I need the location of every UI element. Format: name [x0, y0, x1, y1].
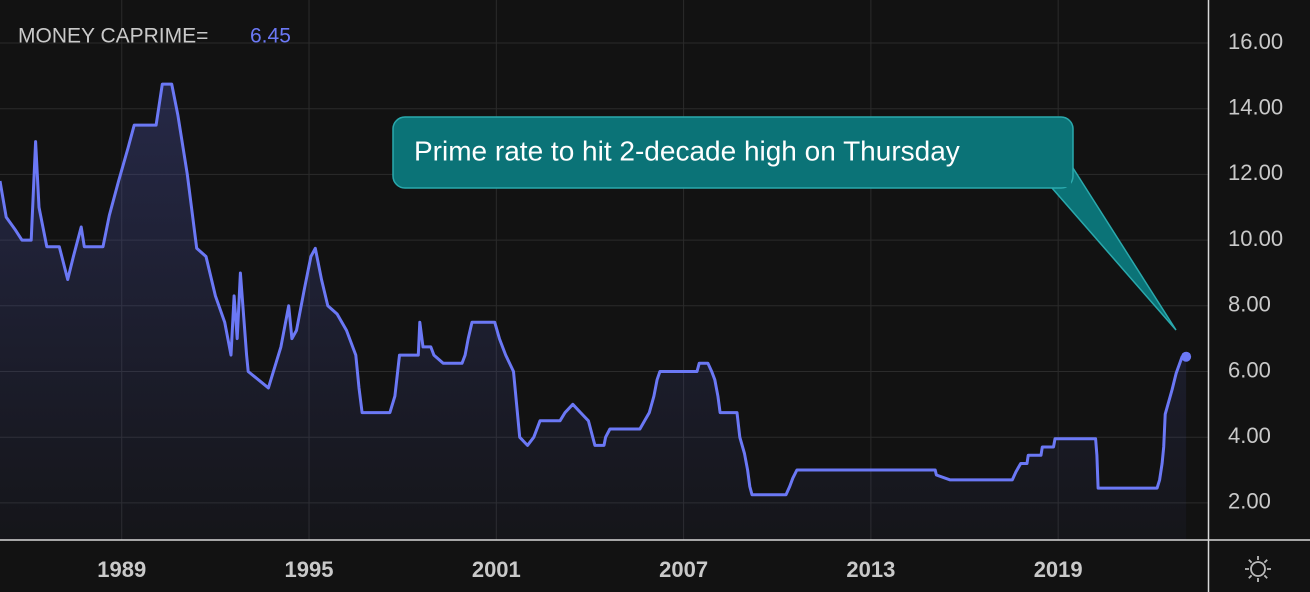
- ticks: 2.00 4.00 6.00 8.00 10.00 12.00 14.00 16.00 1989…: [97, 29, 1283, 582]
- y-tick-label: 4.00: [1228, 423, 1271, 448]
- icon-circle: [1250, 561, 1266, 577]
- y-tick-label: 14.00: [1228, 95, 1283, 120]
- x-tick-label: 2007: [659, 557, 708, 582]
- settings-icon[interactable]: [1245, 556, 1271, 582]
- area-fill: [0, 84, 1187, 540]
- annotation-text: Prime rate to hit 2-decade high on Thurs…: [414, 135, 960, 166]
- legend-name: MONEY CAPRIME=: [18, 25, 208, 48]
- y-tick-label: 10.00: [1228, 226, 1283, 251]
- icon-rays: [1245, 556, 1271, 582]
- x-tick-label: 2001: [472, 557, 521, 582]
- callout-join: [1050, 170, 1071, 187]
- last-point: [1181, 351, 1192, 362]
- y-tick-label: 12.00: [1228, 160, 1283, 185]
- y-tick-label: 2.00: [1228, 489, 1271, 514]
- annotation: Prime rate to hit 2-decade high on Thurs…: [392, 116, 1177, 331]
- plot: [0, 82, 1192, 540]
- y-tick-label: 16.00: [1228, 29, 1283, 54]
- y-tick-label: 8.00: [1228, 292, 1271, 317]
- x-tick-label: 1995: [285, 557, 334, 582]
- x-tick-label: 2019: [1034, 557, 1083, 582]
- y-tick-label: 6.00: [1228, 357, 1271, 382]
- x-tick-label: 2013: [846, 557, 895, 582]
- callout-box: [392, 116, 1074, 189]
- legend-value: 6.45: [250, 25, 291, 48]
- x-tick-label: 1989: [97, 557, 146, 582]
- line: [0, 82, 1187, 497]
